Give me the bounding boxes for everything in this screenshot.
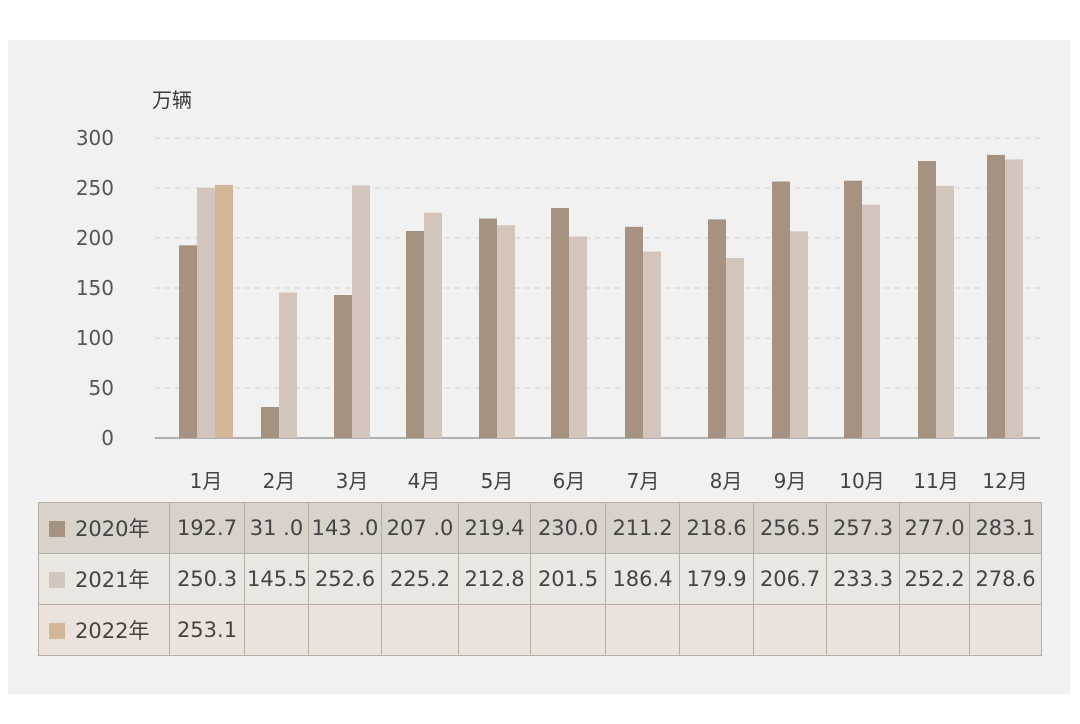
table-cell: 257.3 (826, 502, 900, 554)
x-tick-label: 3月 (336, 469, 369, 493)
series-label: 2022年 (75, 619, 150, 643)
legend-swatch (49, 572, 65, 588)
bar-2020年-12月 (987, 154, 1005, 438)
bar-2021年-4月 (424, 212, 442, 438)
table-cell (679, 604, 754, 656)
data-table: 2020年 192.7 31 .0 143 .0 207 .0 219.4 230.0 211… (38, 502, 1042, 656)
x-tick-label: 12月 (982, 469, 1027, 493)
x-tick-label: 1月 (190, 469, 223, 493)
bar-2021年-11月 (936, 185, 954, 438)
table-cell: 212.8 (458, 553, 531, 605)
x-tick-label: 9月 (774, 469, 807, 493)
table-cell: 192.7 (169, 502, 245, 554)
table-cell (899, 604, 970, 656)
table-cell: 219.4 (458, 502, 531, 554)
y-tick-label: 250 (76, 176, 114, 200)
table-cell: 31 .0 (244, 502, 309, 554)
row-label: 2022年 (38, 604, 170, 656)
table-cell: 230.0 (530, 502, 606, 554)
table-cell: 143 .0 (308, 502, 382, 554)
table-cell: 145.5 (244, 553, 309, 605)
y-tick-label: 150 (76, 276, 114, 300)
table-cell: 278.6 (969, 553, 1042, 605)
bar-2020年-2月 (261, 407, 279, 438)
table-cell (530, 604, 606, 656)
bar-2021年-7月 (643, 251, 661, 438)
bar-2020年-6月 (551, 208, 569, 438)
x-tick-label: 11月 (913, 469, 958, 493)
bar-2022年-1月 (215, 184, 233, 438)
table-cell (458, 604, 531, 656)
x-tick-label: 2月 (263, 469, 296, 493)
y-tick-label: 100 (76, 326, 114, 350)
bar-2020年-7月 (625, 226, 643, 438)
x-tick-label: 5月 (481, 469, 514, 493)
bar-2020年-4月 (406, 231, 424, 438)
x-tick-label: 4月 (408, 469, 441, 493)
table-cell: 233.3 (826, 553, 900, 605)
table-cell (308, 604, 382, 656)
table-cell: 225.2 (381, 553, 459, 605)
y-tick-label: 200 (76, 226, 114, 250)
bar-2021年-5月 (497, 225, 515, 438)
bar-2021年-10月 (862, 204, 880, 438)
table-cell (969, 604, 1042, 656)
series-label: 2021年 (75, 568, 150, 592)
table-cell: 250.3 (169, 553, 245, 605)
legend-swatch (49, 521, 65, 537)
x-tick-label: 7月 (627, 469, 660, 493)
table-row: 2020年 192.7 31 .0 143 .0 207 .0 219.4 230.0 211… (38, 502, 1042, 554)
table-cell: 201.5 (530, 553, 606, 605)
table-row: 2022年 253.1 (38, 604, 1042, 656)
table-cell: 253.1 (169, 604, 245, 656)
table-cell (753, 604, 827, 656)
table-cell (381, 604, 459, 656)
legend-swatch (49, 623, 65, 639)
bar-2021年-12月 (1005, 159, 1023, 438)
bar-2021年-6月 (569, 236, 587, 438)
bar-2021年-9月 (790, 231, 808, 438)
bar-2020年-10月 (844, 180, 862, 438)
table-cell: 252.6 (308, 553, 382, 605)
bar-2020年-5月 (479, 218, 497, 438)
table-cell: 283.1 (969, 502, 1042, 554)
bar-2021年-3月 (352, 185, 370, 438)
series-label: 2020年 (75, 517, 150, 541)
table-cell: 218.6 (679, 502, 754, 554)
row-label: 2020年 (38, 502, 170, 554)
table-cell: 207 .0 (381, 502, 459, 554)
table-cell (605, 604, 680, 656)
bar-2020年-3月 (334, 295, 352, 438)
table-row: 2021年 250.3 145.5 252.6 225.2 212.8 201.5 186.4… (38, 553, 1042, 605)
table-cell: 277.0 (899, 502, 970, 554)
bar-chart: 万辆 0 50 100 150 200 250 300 1月 2月 3月 4月 5月 6月 7月 8月 9月 10… (76, 88, 1040, 493)
table-cell: 256.5 (753, 502, 827, 554)
table-cell (244, 604, 309, 656)
x-tick-label: 10月 (839, 469, 884, 493)
row-label: 2021年 (38, 553, 170, 605)
x-tick-label: 8月 (710, 469, 743, 493)
bar-2021年-2月 (279, 292, 297, 438)
bar-2020年-11月 (918, 161, 936, 438)
table-cell: 206.7 (753, 553, 827, 605)
table-cell: 252.2 (899, 553, 970, 605)
bar-2020年-1月 (179, 245, 197, 438)
bar-2021年-1月 (197, 187, 215, 438)
table-cell: 211.2 (605, 502, 680, 554)
x-tick-label: 6月 (553, 469, 586, 493)
y-unit-label: 万辆 (152, 88, 192, 112)
bar-2020年-8月 (708, 219, 726, 438)
table-cell: 179.9 (679, 553, 754, 605)
y-tick-label: 300 (76, 126, 114, 150)
table-cell: 186.4 (605, 553, 680, 605)
bar-2020年-9月 (772, 181, 790, 438)
y-tick-label: 50 (89, 376, 114, 400)
table-cell (826, 604, 900, 656)
y-tick-label: 0 (101, 426, 114, 450)
bar-2021年-8月 (726, 258, 744, 438)
